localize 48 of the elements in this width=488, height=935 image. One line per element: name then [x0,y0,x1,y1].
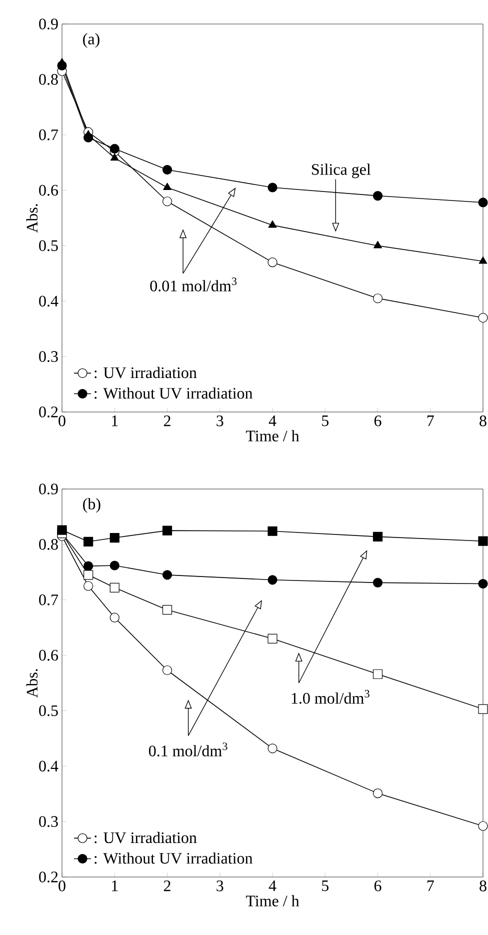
y-tick-label: 0.3 [39,816,58,828]
y-tick-label: 0.8 [39,74,58,85]
legend-label: : Without UV irradiation [94,852,253,864]
y-tick-label: 0.7 [39,594,58,606]
annotation: 0.1 mol/dm$^{3}$ [148,742,228,756]
y-tick-label: 0.9 [39,484,58,494]
x-axis-title: Time / h [246,895,300,906]
y-tick-label: 0.7 [39,129,58,140]
x-tick-label: 6 [374,880,382,892]
y-tick-label: 0.6 [39,184,58,196]
text: (a) [83,33,100,48]
x-tick-label: 1 [112,416,118,426]
x-tick-label: 6 [374,416,382,426]
y-axis-title: Abs. [26,204,38,233]
x-tick-label: 1 [112,880,118,892]
x-tick-label: 2 [164,416,170,426]
annotation: 1.0 mol/dm$^{3}$ [292,690,370,704]
x-tick-label: 5 [322,416,328,426]
x-tick-label: 3 [216,880,224,892]
legend-label: : Without UV irradiation [94,387,253,399]
x-tick-label: 7 [427,416,434,426]
legend-label: : UV irradiation [94,366,197,378]
x-axis-title: Time / h [246,430,300,442]
y-tick-label: 0.8 [39,539,58,550]
y-tick-label: 0.2 [39,406,58,418]
x-tick-label: 7 [427,880,434,891]
x-tick-label: 8 [480,880,486,892]
x-tick-label: 8 [480,416,486,426]
y-axis-title: Abs. [26,669,38,698]
x-tick-label: 4 [268,416,276,426]
text: (b) [83,498,100,513]
y-tick-label: 0.5 [39,240,58,252]
legend-label: : UV irradiation [94,832,197,844]
x-tick-label: 0 [58,416,66,426]
y-tick-label: 0.6 [39,650,58,661]
annotation: 0.01 mol/dm$^{3}$ [150,278,237,292]
x-tick-label: 5 [322,880,328,892]
y-tick-label: 0.2 [39,872,58,882]
x-tick-label: 0 [58,880,66,892]
y-tick-label: 0.4 [39,296,58,307]
y-tick-label: 0.5 [39,705,58,716]
x-tick-label: 4 [268,880,276,892]
y-tick-label: 0.4 [39,760,58,772]
x-tick-label: 2 [164,880,170,892]
x-tick-label: 3 [216,416,224,426]
annotation: Silica gel [312,164,371,178]
y-tick-label: 0.3 [39,351,58,362]
y-tick-label: 0.9 [39,18,58,30]
